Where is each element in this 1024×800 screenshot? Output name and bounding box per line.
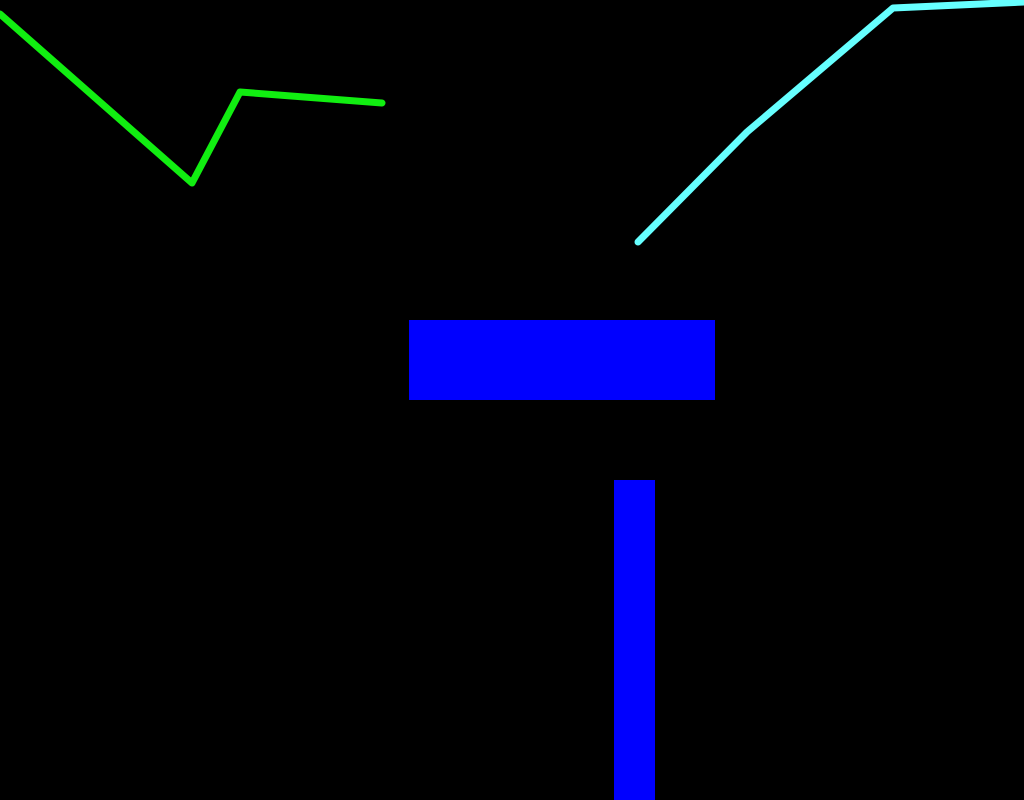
- vertical-blue-pillar: [614, 480, 655, 800]
- cyan-trail-line: [634, 0, 1024, 246]
- green-trail-line: [0, 10, 386, 187]
- horizontal-blue-platform: [409, 320, 715, 400]
